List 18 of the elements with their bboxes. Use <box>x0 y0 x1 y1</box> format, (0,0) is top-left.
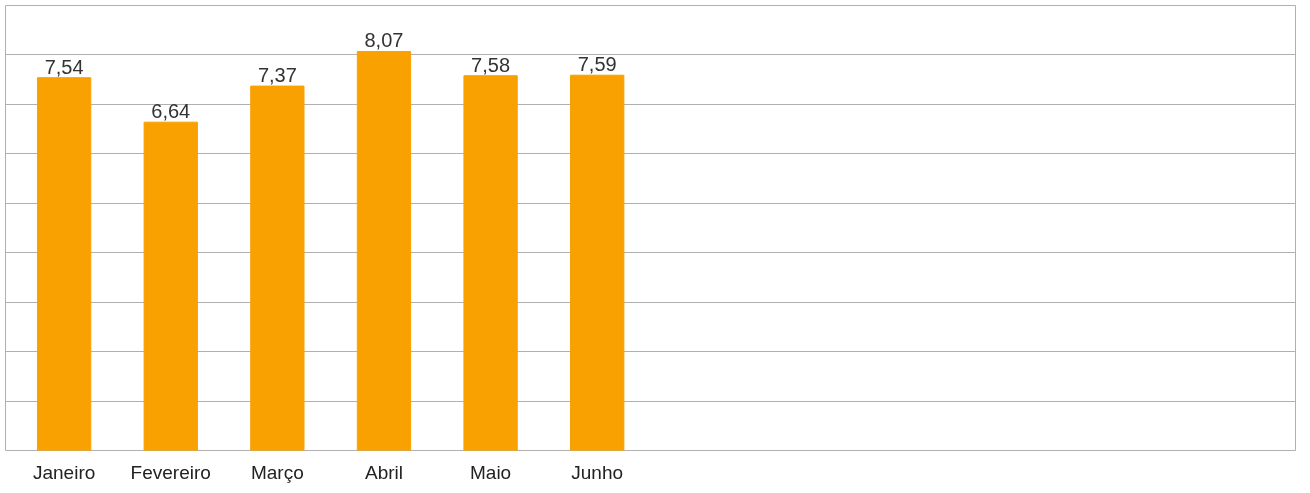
data-label: 7,37 <box>257 64 297 87</box>
bar <box>356 50 412 451</box>
bar <box>250 85 305 451</box>
x-tick-label: Junho <box>571 461 624 483</box>
data-label: 7,58 <box>471 53 511 76</box>
bar <box>36 77 92 451</box>
bar <box>570 74 625 451</box>
data-label: 6,64 <box>151 100 191 123</box>
x-tick-label: Maio <box>469 461 512 483</box>
x-tick-label: Abril <box>364 461 403 483</box>
x-tick-label: Fevereiro <box>130 461 211 483</box>
x-tick-label: Março <box>250 461 304 483</box>
data-label: 7,59 <box>577 53 617 76</box>
bar <box>463 75 518 451</box>
x-tick-label: Janeiro <box>32 461 96 483</box>
data-label: 7,54 <box>44 55 84 78</box>
bar <box>143 121 198 451</box>
data-label: 8,07 <box>364 29 404 52</box>
